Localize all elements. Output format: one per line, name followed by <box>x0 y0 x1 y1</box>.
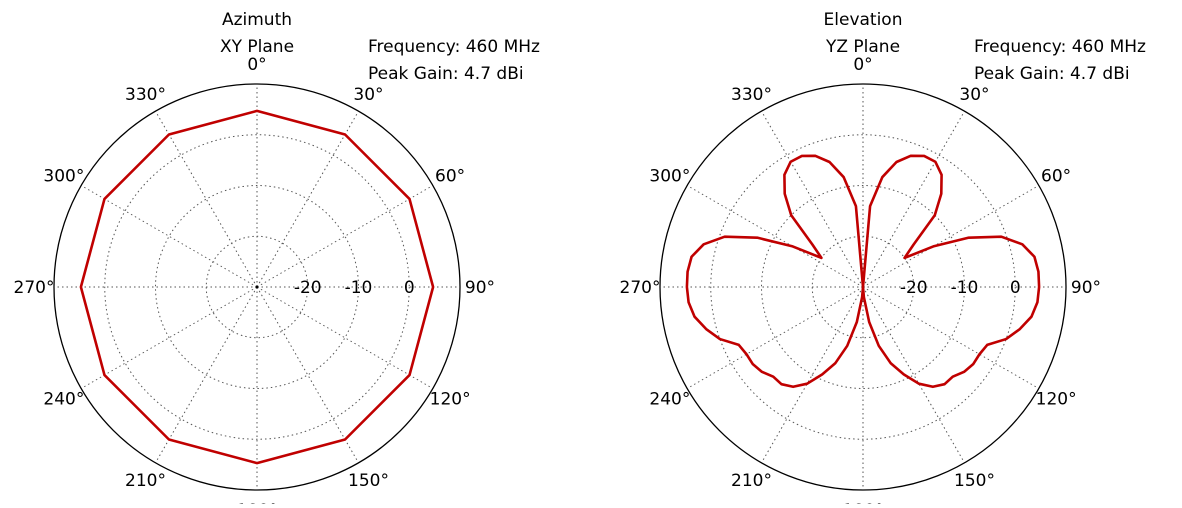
grid-spoke <box>256 286 359 464</box>
outer-circle <box>659 83 1067 491</box>
chart-title: Elevation <box>824 10 903 30</box>
grid-spoke <box>686 185 864 288</box>
series-line <box>685 154 1041 389</box>
radial-tick-label: -20 <box>900 278 928 298</box>
grid-spoke <box>256 110 359 288</box>
grid-spoke <box>761 110 864 288</box>
polar-grid <box>53 83 461 491</box>
angle-tick-label: 60° <box>435 167 465 187</box>
outer-circle <box>53 83 461 491</box>
angle-tick-label: 150° <box>348 471 389 491</box>
angle-tick-label: 90° <box>465 278 495 298</box>
grid-spoke <box>686 286 864 389</box>
grid-spoke <box>256 185 434 288</box>
polar-grid <box>659 83 1067 491</box>
angle-tick-label: 300° <box>649 167 690 187</box>
grid-spoke <box>80 185 258 288</box>
series-group <box>79 109 435 465</box>
angle-tick-label: 120° <box>1036 390 1077 410</box>
peak-gain-label: Peak Gain: 4.7 dBi <box>368 64 524 84</box>
grid-circle <box>155 185 359 389</box>
chart-subtitle: XY Plane <box>220 37 294 57</box>
angle-tick-label: 0° <box>853 55 872 75</box>
angle-tick-label: 60° <box>1041 167 1071 187</box>
series-group <box>685 154 1041 389</box>
angle-tick-label: 30° <box>353 85 383 105</box>
radial-tick-labels: -20 -10 0 <box>294 278 415 298</box>
peak-gain-label: Peak Gain: 4.7 dBi <box>974 64 1130 84</box>
azimuth-chart: Azimuth XY Plane Frequency: 460 MHz Peak… <box>14 10 540 508</box>
radial-tick-label: -10 <box>345 278 373 298</box>
frequency-label: Frequency: 460 MHz <box>974 37 1146 57</box>
angle-tick-labels: 0°30°60°90°120°150°180°210°240°270°300°3… <box>620 55 1102 508</box>
angle-tick-label: 90° <box>1071 278 1101 298</box>
angle-tick-label: 240° <box>43 390 84 410</box>
radial-tick-label: -10 <box>951 278 979 298</box>
frequency-label: Frequency: 460 MHz <box>368 37 540 57</box>
grid-spoke <box>862 185 1040 288</box>
chart-subtitle: YZ Plane <box>825 37 900 57</box>
angle-tick-label: 330° <box>125 85 166 105</box>
angle-tick-label: 240° <box>649 390 690 410</box>
grid-spoke <box>862 110 965 288</box>
radial-tick-label: -20 <box>294 278 322 298</box>
radial-tick-label: 0 <box>1010 278 1021 298</box>
elevation-chart: Elevation YZ Plane Frequency: 460 MHz Pe… <box>620 10 1146 508</box>
grid-circle <box>104 134 410 440</box>
radial-tick-labels: -20 -10 0 <box>900 278 1021 298</box>
angle-tick-label: 270° <box>620 278 661 298</box>
grid-circle <box>710 134 1016 440</box>
angle-tick-label: 300° <box>43 167 84 187</box>
angle-tick-label: 210° <box>125 471 166 491</box>
grid-spoke <box>256 286 434 389</box>
angle-tick-label: 30° <box>959 85 989 105</box>
center-dot <box>255 285 259 289</box>
chart-title: Azimuth <box>222 10 292 30</box>
radial-tick-label: 0 <box>404 278 415 298</box>
grid-spoke <box>80 286 258 389</box>
grid-circle <box>761 185 965 389</box>
angle-tick-label: 0° <box>247 55 266 75</box>
grid-spoke <box>155 110 258 288</box>
angle-tick-label: 270° <box>14 278 55 298</box>
angle-tick-label: 120° <box>430 390 471 410</box>
grid-spoke <box>862 286 1040 389</box>
grid-spoke <box>862 286 965 464</box>
series-line <box>79 109 435 465</box>
angle-tick-label: 150° <box>954 471 995 491</box>
angle-tick-labels: 0°30°60°90°120°150°180°210°240°270°300°3… <box>14 55 496 508</box>
angle-tick-label: 210° <box>731 471 772 491</box>
angle-tick-label: 330° <box>731 85 772 105</box>
